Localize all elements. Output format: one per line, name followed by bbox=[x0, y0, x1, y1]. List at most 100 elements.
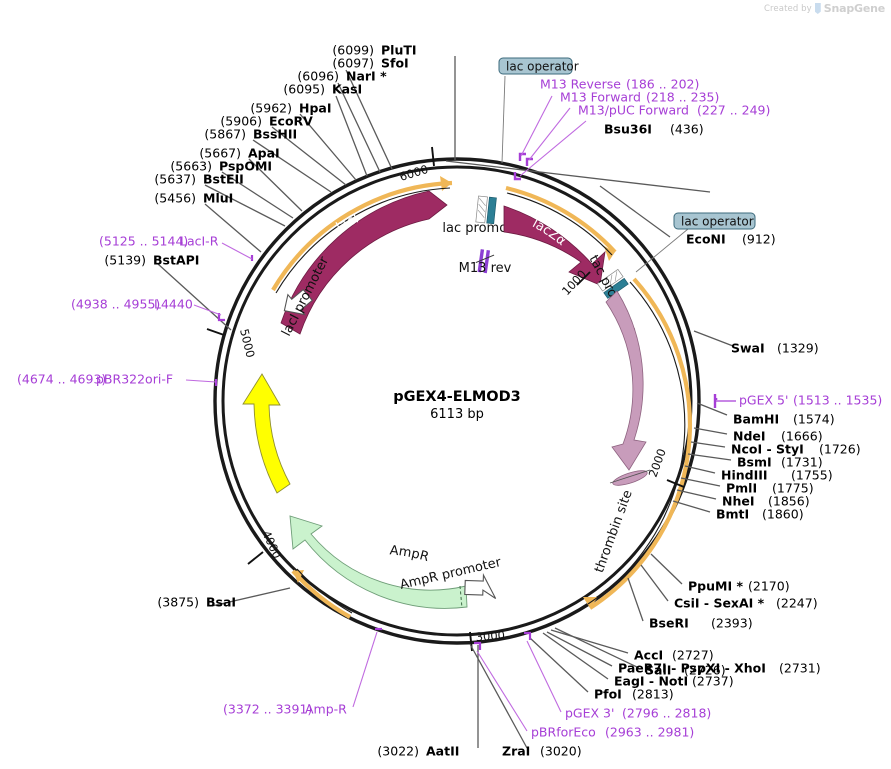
enzyme-label-BsaI: (3875) BsaI bbox=[157, 595, 236, 610]
lac-operator-2-label: lac operator bbox=[681, 215, 754, 229]
enzyme-name: BmtI bbox=[716, 507, 749, 522]
enzyme-name: AccI bbox=[634, 648, 663, 663]
enzyme-position: (6095) bbox=[283, 82, 325, 97]
primer-label-pBRforEco: pBRforEco (2963 .. 2981) bbox=[531, 725, 694, 740]
enzyme-label-BseRI: BseRI (2393) bbox=[649, 616, 753, 631]
primer-label-pGEX5: pGEX 5' (1513 .. 1535) bbox=[739, 393, 882, 408]
enzyme-label-ZraI: ZraI (3020) bbox=[502, 744, 582, 759]
primer-labels: M13 Reverse (186 .. 202)M13 Forward (218 .… bbox=[17, 77, 882, 740]
enzyme-position: (5139) bbox=[104, 253, 146, 268]
enzyme-label-NcoIStyI: NcoI - StyI (1726) bbox=[731, 442, 861, 457]
enzyme-position: (1726) bbox=[819, 442, 861, 457]
ruler-tick-3000: 3000 bbox=[469, 628, 505, 652]
lac-operator-1: lac operator bbox=[498, 57, 579, 164]
enzyme-name: CsiI - SexAI * bbox=[674, 596, 765, 611]
enzyme-position: (5906) bbox=[220, 114, 262, 129]
enzyme-position: (5456) bbox=[154, 191, 196, 206]
enzyme-label-BstAPI: (5139) BstAPI bbox=[104, 253, 199, 268]
enzyme-position: (5667) bbox=[199, 146, 241, 161]
primer-label-L4440: L4440(4938 .. 4955) bbox=[71, 297, 193, 312]
enzyme-label-BmtI: BmtI (1860) bbox=[716, 507, 804, 522]
enzyme-position: (2731) bbox=[779, 661, 821, 676]
primer-range: (4674 .. 4693) bbox=[17, 372, 106, 387]
enzyme-position: (436) bbox=[670, 122, 704, 137]
enzyme-label-SfoI: (6097) SfoI bbox=[332, 56, 408, 71]
enzyme-label-MluI: (5456) MluI bbox=[154, 191, 233, 206]
feature-label-thrombin-site: thrombin site bbox=[592, 488, 636, 575]
enzyme-position: (2737) bbox=[692, 674, 734, 689]
enzyme-position: (2170) bbox=[748, 579, 790, 594]
enzyme-position: (1856) bbox=[768, 494, 810, 509]
enzyme-label-NheI: NheI (1856) bbox=[722, 494, 810, 509]
enzyme-name: PpuMI * bbox=[688, 579, 743, 594]
enzyme-label-EcoNI: EcoNI (912) bbox=[686, 232, 776, 247]
feature-GST: GST bbox=[605, 290, 657, 471]
enzyme-name: EagI - NotI bbox=[614, 674, 688, 689]
feature-label-ori: ori bbox=[234, 414, 250, 432]
enzyme-name: BsmI bbox=[737, 455, 772, 470]
primer-label-M13Forward: M13 Forward (218 .. 235) bbox=[560, 90, 719, 105]
enzyme-name: MluI bbox=[203, 191, 233, 206]
enzyme-name: NarI * bbox=[346, 69, 387, 84]
primer-name: M13 Forward bbox=[560, 90, 641, 105]
feature-label-GST: GST bbox=[639, 339, 657, 367]
primer-name: Amp-R bbox=[305, 702, 347, 717]
enzyme-position: (1666) bbox=[781, 429, 823, 444]
plasmid-backbone bbox=[213, 157, 701, 645]
enzyme-label-PluTI: (6099) PluTI bbox=[332, 43, 416, 58]
enzyme-label-AatII: (3022) AatII bbox=[377, 744, 459, 759]
primer-name: M13 Reverse bbox=[540, 77, 621, 92]
primer-marks bbox=[185, 95, 736, 732]
enzyme-position: (3875) bbox=[157, 595, 199, 610]
enzyme-name: EcoRV bbox=[269, 114, 313, 129]
primer-label-M13Reverse: M13 Reverse (186 .. 202) bbox=[540, 77, 699, 92]
enzyme-label-BssHII: (5867) BssHII bbox=[204, 127, 297, 142]
primer-label-M13pUCForward: M13/pUC Forward (227 .. 249) bbox=[578, 103, 770, 118]
enzyme-name: BseRI bbox=[649, 616, 689, 631]
primer-name: L4440 bbox=[154, 297, 193, 312]
enzyme-label-ApaI: (5667) ApaI bbox=[199, 146, 279, 161]
enzyme-label-NarI: (6096) NarI * bbox=[297, 69, 387, 84]
enzyme-name: NheI bbox=[722, 494, 755, 509]
enzyme-position: (1755) bbox=[791, 468, 833, 483]
enzyme-label-PfoI: PfoI (2813) bbox=[594, 687, 674, 702]
primer-name: pBR322ori-F bbox=[96, 372, 173, 387]
enzyme-name: ApaI bbox=[248, 146, 280, 161]
lac-operator-2: lac operator bbox=[635, 212, 756, 273]
enzyme-label-Bsu36I: Bsu36I (436) bbox=[604, 122, 704, 137]
primer-label-pBR322oriF: pBR322ori-F(4674 .. 4693) bbox=[17, 372, 173, 387]
enzyme-label-NdeI: NdeI (1666) bbox=[733, 429, 823, 444]
enzyme-name: NdeI bbox=[733, 429, 766, 444]
enzyme-name: HindIII bbox=[721, 468, 768, 483]
enzyme-label-KasI: (6095) KasI bbox=[283, 82, 362, 97]
enzyme-position: (6096) bbox=[297, 69, 339, 84]
enzyme-label-SwaI: SwaI (1329) bbox=[731, 341, 819, 356]
primer-label-pGEX3: pGEX 3' (2796 .. 2818) bbox=[565, 706, 711, 721]
enzyme-name: BssHII bbox=[253, 127, 297, 142]
enzyme-name: BsaI bbox=[206, 595, 236, 610]
enzyme-name: BamHI bbox=[733, 412, 779, 427]
plasmid-size: 6113 bp bbox=[430, 407, 484, 422]
primer-name: LacI-R bbox=[180, 234, 219, 249]
enzyme-label-EagINotI: EagI - NotI (2737) bbox=[614, 674, 734, 689]
enzyme-name: Bsu36I bbox=[604, 122, 652, 137]
primer-range: (227 .. 249) bbox=[697, 103, 770, 118]
enzyme-position: (5663) bbox=[170, 159, 212, 174]
enzyme-position: (5637) bbox=[154, 172, 196, 187]
primer-range: (2963 .. 2981) bbox=[605, 725, 694, 740]
enzyme-position: (1574) bbox=[793, 412, 835, 427]
enzyme-name: PfoI bbox=[594, 687, 622, 702]
enzyme-position: (912) bbox=[742, 232, 776, 247]
restriction-site-marks bbox=[157, 56, 734, 749]
enzyme-name: NcoI - StyI bbox=[731, 442, 804, 457]
ruler-tick-label-2000: 2000 bbox=[646, 447, 669, 479]
ruler-tick-label-3000: 3000 bbox=[475, 628, 505, 644]
enzyme-label-PpuMI: PpuMI * (2170) bbox=[688, 579, 790, 594]
enzyme-name: BstEII bbox=[203, 172, 244, 187]
enzyme-position: (1329) bbox=[777, 341, 819, 356]
primer-range: (2796 .. 2818) bbox=[622, 706, 711, 721]
enzyme-label-PmlI: PmlI (1775) bbox=[726, 481, 814, 496]
primer-name: pGEX 5' bbox=[739, 393, 788, 408]
